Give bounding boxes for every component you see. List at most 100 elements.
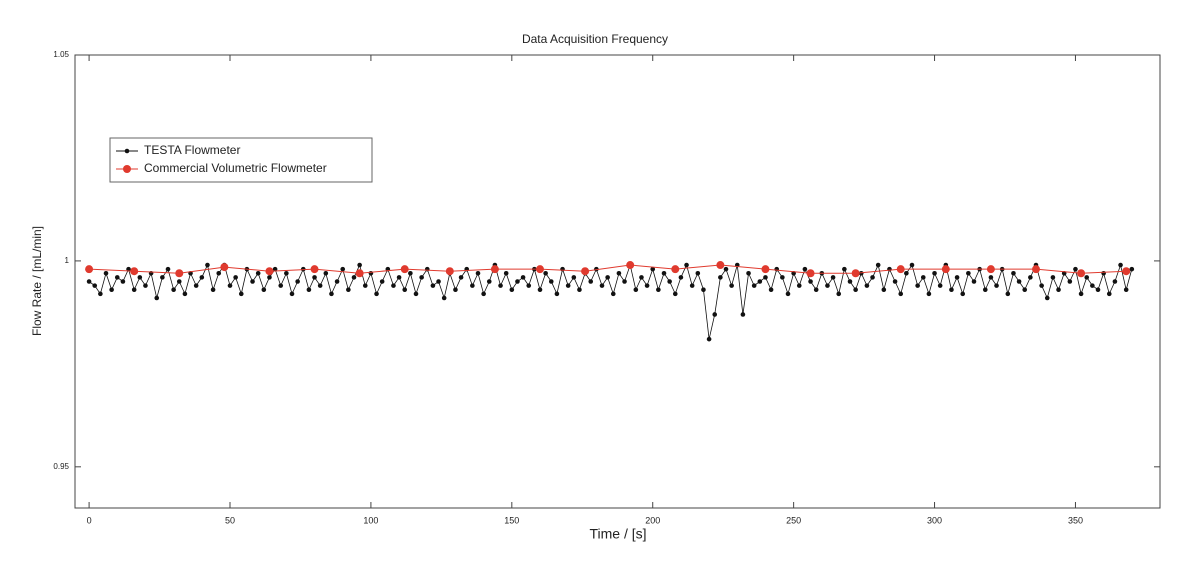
data-point [1106, 291, 1112, 297]
data-point [695, 270, 701, 276]
data-point [199, 275, 205, 280]
data-point [1122, 267, 1131, 276]
data-point [396, 275, 402, 280]
data-point [960, 291, 966, 297]
legend-label: Commercial Volumetric Flowmeter [144, 161, 327, 175]
data-point [881, 287, 887, 293]
data-point [870, 275, 875, 280]
data-point [571, 275, 577, 280]
data-point [227, 283, 233, 288]
data-point [233, 275, 238, 280]
data-point [289, 291, 295, 297]
data-point [616, 270, 622, 276]
data-point [176, 279, 182, 284]
data-point [154, 295, 160, 301]
data-point [825, 283, 830, 288]
data-point [346, 287, 351, 293]
data-point [780, 275, 785, 280]
data-point [537, 287, 543, 293]
data-point [312, 275, 317, 280]
data-point [904, 270, 909, 276]
data-point [1073, 266, 1078, 272]
data-point [175, 269, 184, 278]
data-point [193, 283, 199, 288]
data-point [400, 265, 409, 274]
data-point [639, 275, 644, 280]
data-point [915, 283, 920, 288]
data-point [310, 265, 319, 274]
data-point [806, 269, 815, 278]
x-tick-label: 250 [786, 515, 801, 525]
data-point [470, 283, 475, 288]
data-point [768, 287, 774, 293]
data-point [109, 287, 114, 293]
data-point [813, 287, 819, 293]
data-point [543, 270, 548, 276]
data-point [988, 275, 994, 280]
data-point [445, 267, 454, 276]
data-point [605, 275, 610, 280]
data-point [723, 266, 729, 272]
data-point [796, 283, 802, 288]
data-point [565, 283, 571, 288]
data-point [1090, 283, 1095, 288]
data-point [323, 270, 329, 276]
data-point [261, 287, 267, 293]
data-point [103, 270, 109, 276]
data-point [746, 270, 751, 276]
data-point [802, 266, 808, 272]
data-point [588, 279, 594, 284]
data-point [716, 261, 725, 270]
data-point [581, 267, 590, 276]
data-point [486, 279, 492, 284]
data-point [785, 291, 791, 297]
data-point [98, 291, 103, 297]
data-point [408, 270, 413, 276]
data-point [238, 291, 244, 297]
data-point [453, 287, 458, 293]
data-point [678, 275, 684, 280]
data-point [986, 265, 995, 274]
data-point [949, 287, 954, 293]
data-point [317, 283, 323, 288]
data-point [441, 295, 447, 301]
data-point [92, 283, 98, 288]
data-point [712, 312, 718, 317]
data-point [306, 287, 312, 293]
data-point [718, 275, 723, 280]
data-point [458, 275, 464, 280]
data-point [216, 270, 222, 276]
data-point [126, 266, 131, 272]
legend: TESTA Flowmeter Commercial Volumetric Flo… [109, 137, 373, 183]
data-point [920, 275, 926, 280]
data-point [490, 265, 499, 274]
y-tick-label: 1.05 [53, 50, 69, 59]
series-line [89, 264, 1127, 274]
data-point [210, 287, 216, 293]
data-point [1095, 287, 1101, 293]
data-point [250, 279, 255, 284]
data-point [689, 283, 695, 288]
x-tick-label: 100 [363, 515, 378, 525]
data-point [626, 261, 635, 270]
data-point [165, 266, 171, 272]
data-point [672, 291, 678, 297]
data-point [351, 275, 357, 280]
data-point [520, 275, 526, 280]
data-point [729, 283, 734, 288]
data-point [851, 269, 860, 278]
y-axis-label: Flow Rate / [mL/min] [30, 226, 44, 336]
data-point [300, 266, 306, 272]
data-point [937, 283, 943, 288]
data-point [971, 279, 977, 284]
data-point [684, 262, 689, 268]
series-line [88, 263, 1133, 340]
data-point [644, 283, 650, 288]
data-point [402, 287, 408, 293]
data-point [255, 270, 261, 276]
data-point [706, 336, 712, 342]
data-point [1123, 287, 1129, 293]
data-point [85, 265, 94, 274]
x-axis-label: Time / [s] [589, 526, 646, 542]
x-tick-label: 50 [225, 515, 235, 525]
